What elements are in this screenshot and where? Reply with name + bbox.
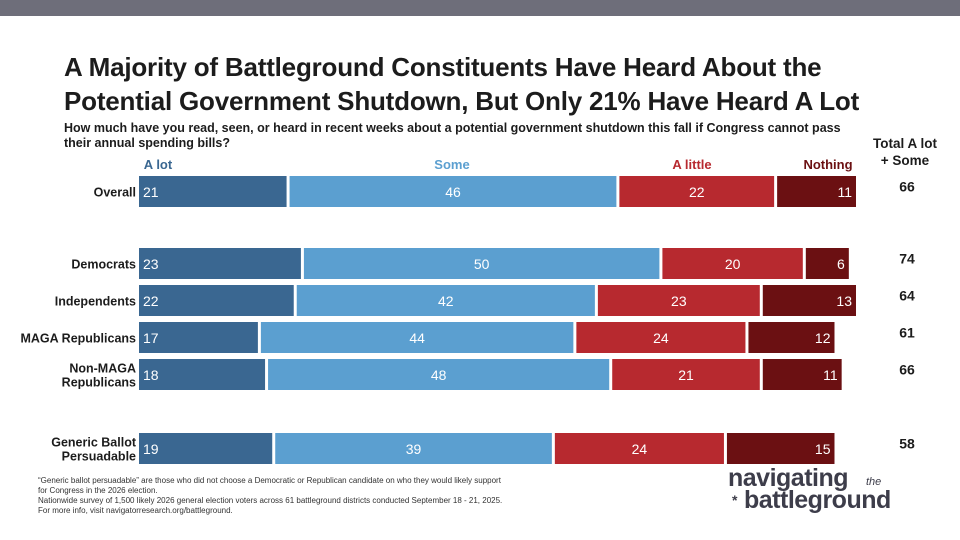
total-value-row-4: 66: [899, 362, 915, 378]
bar-a-little-row-3: [576, 322, 746, 353]
data-label-a-lot-row-0: 21: [143, 184, 159, 200]
bar-a-lot-row-0: [139, 176, 287, 207]
logo-word-battleground: battleground: [744, 486, 891, 514]
navigating-battleground-logo: navigating the * battleground: [728, 464, 948, 518]
row-label-4-0: Non-MAGA: [69, 362, 136, 376]
data-label-a-little-row-5: 24: [632, 441, 648, 457]
footnote: “Generic ballot persuadable” are those w…: [38, 476, 598, 516]
legend-label-a-little: A little: [672, 157, 711, 172]
data-label-a-lot-row-5: 19: [143, 441, 159, 457]
data-label-a-lot-row-2: 22: [143, 293, 159, 309]
star-icon: *: [732, 492, 738, 508]
row-label-0-0: Overall: [94, 186, 136, 200]
footnote-line-4: For more info, visit navigatorresearch.o…: [38, 506, 233, 515]
logo-word-the: the: [866, 476, 882, 488]
bar-a-lot-row-4: [139, 359, 266, 390]
data-label-a-little-row-3: 24: [653, 330, 669, 346]
totals-column-header: Total A lot + Some: [860, 135, 950, 169]
total-value-row-2: 64: [899, 288, 915, 304]
data-label-a-lot-row-3: 17: [143, 330, 159, 346]
data-label-some-row-0: 46: [445, 184, 461, 200]
data-label-some-row-3: 44: [409, 330, 425, 346]
data-label-a-little-row-4: 21: [678, 367, 694, 383]
bar-a-lot-row-1: [139, 248, 301, 279]
bar-some-row-2: [296, 285, 595, 316]
data-label-nothing-row-3: 12: [815, 330, 831, 346]
footnote-line-2: for Congress in the 2026 election.: [38, 486, 158, 495]
data-label-some-row-5: 39: [406, 441, 422, 457]
legend-label-a-lot: A lot: [144, 157, 173, 172]
bar-nothing-row-4: [762, 359, 842, 390]
top-bar: [0, 0, 960, 16]
title-line-2: Potential Government Shutdown, But Only …: [64, 86, 860, 116]
bar-a-little-row-5: [554, 433, 724, 464]
title-line-1: A Majority of Battleground Constituents …: [64, 52, 822, 82]
total-value-row-5: 58: [899, 436, 915, 452]
bar-nothing-row-5: [726, 433, 835, 464]
footnote-line-3: Nationwide survey of 1,500 likely 2026 g…: [38, 496, 503, 505]
data-label-a-little-row-0: 22: [689, 184, 705, 200]
logo-word-navigating: navigating: [728, 464, 849, 492]
bar-some-row-1: [303, 248, 660, 279]
legend-label-some: Some: [434, 157, 469, 172]
bar-some-row-5: [275, 433, 552, 464]
total-value-row-1: 74: [899, 251, 915, 267]
data-label-nothing-row-1: 6: [837, 256, 845, 272]
survey-question: How much have you read, seen, or heard i…: [64, 121, 841, 150]
data-label-a-lot-row-1: 23: [143, 256, 159, 272]
row-label-5-0: Generic Ballot: [51, 436, 137, 450]
chart-title: A Majority of Battleground Constituents …: [64, 50, 944, 118]
bar-a-lot-row-2: [139, 285, 294, 316]
row-label-5-1: Persuadable: [62, 450, 136, 464]
bar-a-little-row-0: [619, 176, 775, 207]
bar-some-row-3: [260, 322, 574, 353]
bar-a-little-row-2: [597, 285, 760, 316]
bar-some-row-0: [289, 176, 617, 207]
legend-label-nothing: Nothing: [803, 157, 852, 172]
bar-a-lot-row-5: [139, 433, 273, 464]
row-label-3-0: MAGA Republicans: [20, 332, 136, 346]
data-label-some-row-1: 50: [474, 256, 490, 272]
total-value-row-3: 61: [899, 325, 915, 341]
data-label-a-little-row-2: 23: [671, 293, 687, 309]
data-label-a-little-row-1: 20: [725, 256, 741, 272]
totals-header-line-1: Total A lot: [873, 136, 937, 151]
data-label-some-row-2: 42: [438, 293, 454, 309]
row-label-4-1: Republicans: [62, 376, 136, 390]
data-label-nothing-row-5: 15: [815, 441, 831, 457]
footnote-line-1: “Generic ballot persuadable” are those w…: [38, 476, 501, 485]
data-label-nothing-row-4: 11: [823, 367, 838, 383]
bar-nothing-row-2: [762, 285, 856, 316]
totals-header-line-2: + Some: [880, 153, 930, 168]
bar-nothing-row-1: [805, 248, 849, 279]
bar-nothing-row-0: [777, 176, 856, 207]
data-label-nothing-row-0: 11: [837, 184, 852, 200]
data-label-nothing-row-2: 13: [836, 293, 852, 309]
total-value-row-0: 66: [899, 179, 915, 195]
bar-a-little-row-1: [662, 248, 803, 279]
data-label-some-row-4: 48: [431, 367, 447, 383]
bar-a-lot-row-3: [139, 322, 258, 353]
row-label-2-0: Independents: [55, 295, 136, 309]
bar-a-little-row-4: [612, 359, 760, 390]
bar-nothing-row-3: [748, 322, 835, 353]
row-label-1-0: Democrats: [71, 258, 136, 272]
bar-some-row-4: [268, 359, 610, 390]
data-label-a-lot-row-4: 18: [143, 367, 159, 383]
